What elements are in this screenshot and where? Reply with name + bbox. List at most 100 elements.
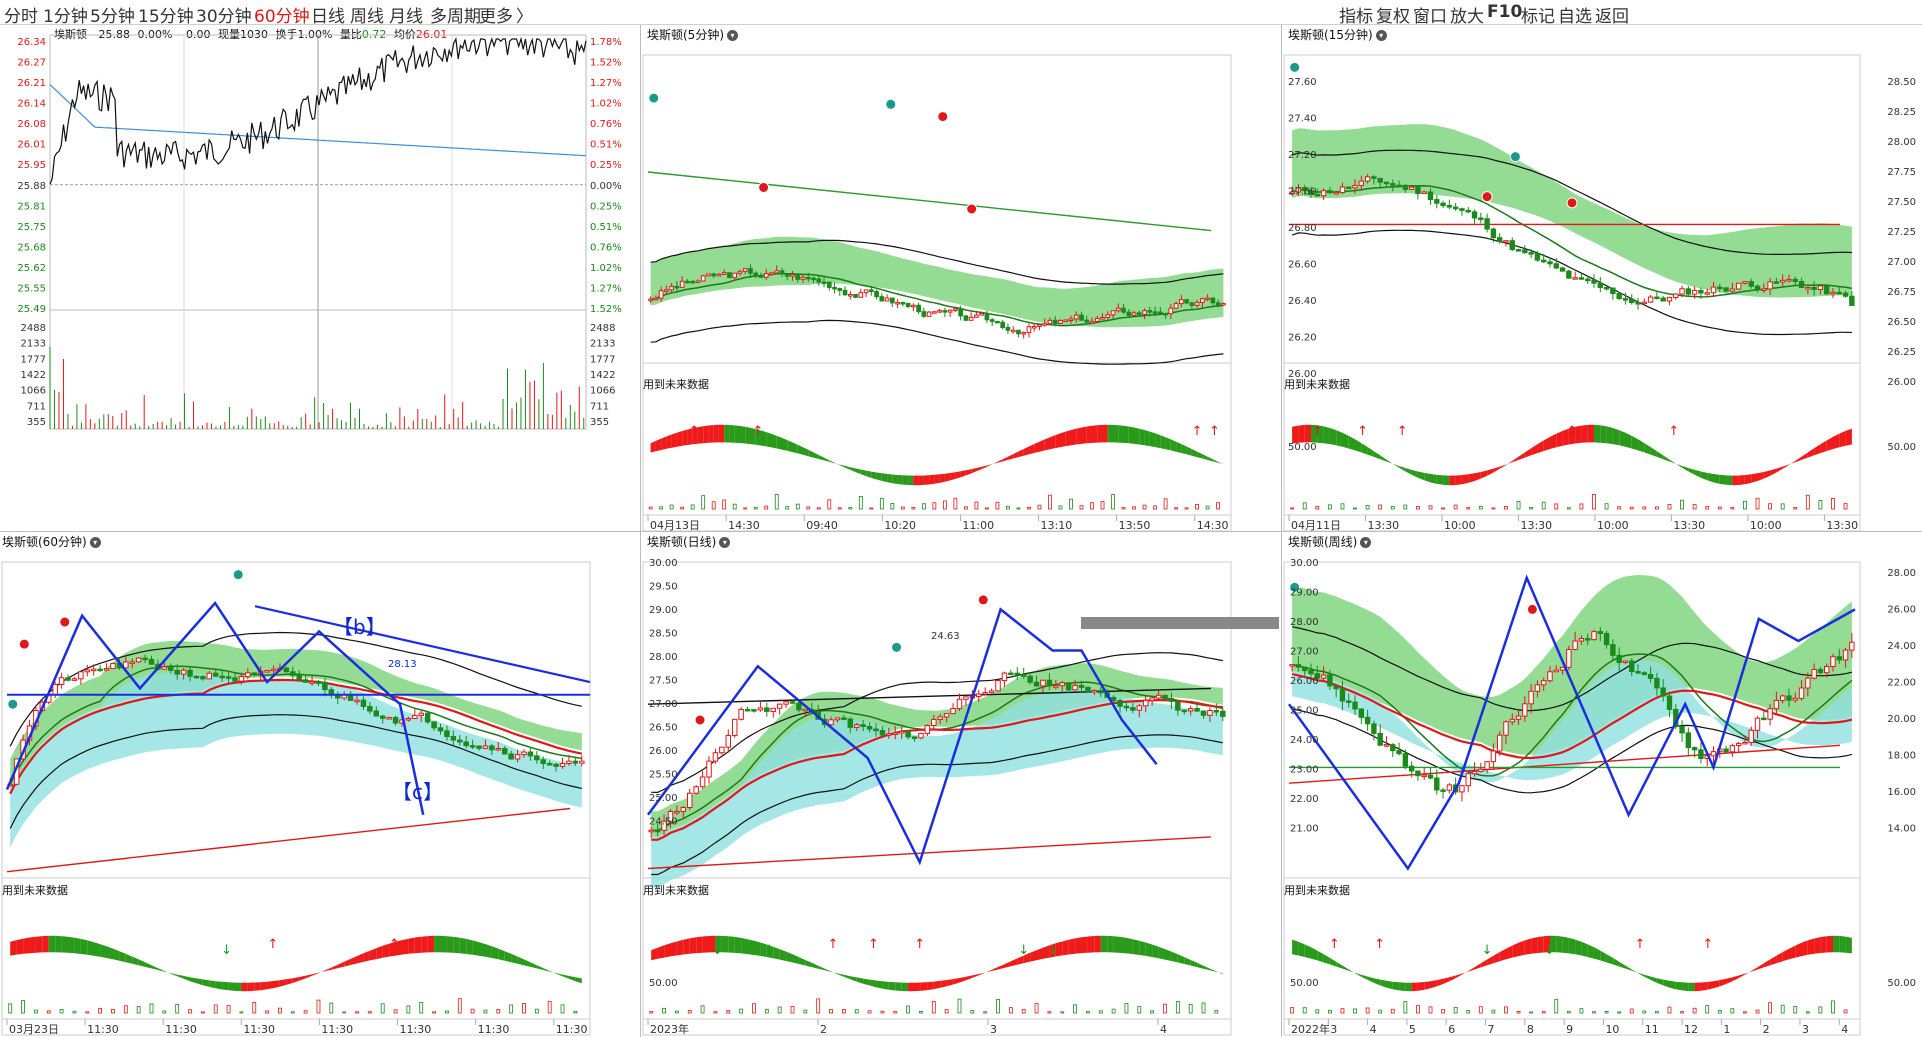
- histogram-bar: [1466, 1010, 1471, 1014]
- candle-body: [995, 680, 1001, 692]
- period-tab-30min[interactable]: 30分钟: [196, 7, 252, 27]
- signal-marker-icon: [758, 181, 770, 193]
- kline-daily-panel[interactable]: 埃斯顿(日线) ▾ ↓ ↓ ↑ ↑ ↑ ↓ ↓ 2023年 2 3 4 30.00 29.50 29.00 2…: [641, 532, 1281, 1037]
- candle-body: [1396, 184, 1402, 188]
- watchlist-button[interactable]: 自选: [1558, 7, 1592, 27]
- oscillator-segment: [697, 426, 704, 444]
- oscillator-segment: [818, 965, 825, 971]
- up-arrow-icon: ↑: [868, 937, 879, 952]
- histogram-bar: [380, 1003, 385, 1014]
- chevron-down-icon[interactable]: ▾: [1375, 30, 1387, 41]
- candle-body: [1471, 771, 1478, 775]
- oscillator-segment: [1675, 981, 1683, 991]
- oscillator-segment: [655, 438, 662, 452]
- oscillator-segment: [670, 941, 677, 957]
- candle-body: [1130, 707, 1136, 711]
- oscillator-segment: [1386, 459, 1393, 464]
- histogram-bar: [869, 507, 874, 510]
- chevron-down-icon[interactable]: ▾: [89, 537, 101, 548]
- histogram-bar: [1365, 1007, 1370, 1014]
- zoom-button[interactable]: 放大: [1450, 7, 1484, 27]
- ma-mid-line: [650, 272, 1224, 327]
- oscillator-segment: [985, 969, 992, 973]
- period-tab-multi[interactable]: 多周期: [430, 7, 481, 27]
- candle-body: [1559, 267, 1566, 272]
- future-data-label-60min: 用到未来数据: [2, 884, 68, 897]
- kline-5min-panel[interactable]: 埃斯顿(5分钟) ▾ ↑ ↑ ↑ ↑ 04月13日 14:30 09:40 10:20 11:00…: [641, 25, 1281, 531]
- histogram-bar: [1163, 498, 1168, 510]
- candle-body: [1585, 638, 1591, 641]
- candle-body: [1710, 751, 1717, 757]
- candle-body: [1079, 314, 1084, 321]
- oscillator-segment: [1656, 978, 1664, 986]
- histogram-bar: [732, 503, 737, 510]
- candle-body: [1805, 677, 1811, 689]
- oscillator-segment: [1081, 936, 1088, 954]
- oscillator-segment: [754, 940, 761, 956]
- candle-body: [1490, 750, 1497, 763]
- oscillator-segment: [369, 948, 377, 961]
- indicator-button[interactable]: 指标: [1339, 7, 1373, 27]
- period-tab-5min[interactable]: 5分钟: [90, 7, 135, 27]
- candle-body: [1553, 263, 1559, 269]
- kline-15min-panel[interactable]: 埃斯顿(15分钟) ▾ ↑ ↑ ↑ ↑ ↑ 04月11日 13:30 10:00 13:30 10:…: [1282, 25, 1922, 531]
- back-button[interactable]: 返回: [1595, 7, 1629, 27]
- period-tab-60min[interactable]: 60分钟: [254, 7, 310, 27]
- period-tab-timeshare[interactable]: 分时: [4, 7, 38, 27]
- more-arrow-icon[interactable]: 〉: [516, 7, 533, 27]
- candle-body: [1073, 314, 1079, 320]
- period-tab-1min[interactable]: 1分钟: [43, 7, 88, 27]
- chevron-down-icon[interactable]: ▾: [727, 30, 738, 41]
- oscillator-segment: [479, 942, 486, 957]
- vol-tick-label: 2133: [21, 339, 46, 350]
- period-tab-more[interactable]: 更多: [479, 7, 513, 27]
- price-tick-label: 27.50: [649, 676, 678, 687]
- price-tick-label: 27.00: [649, 699, 678, 710]
- oscillator-segment: [434, 935, 441, 953]
- oscillator-segment: [1144, 430, 1150, 447]
- period-tab-daily[interactable]: 日线: [311, 7, 345, 27]
- f10-button[interactable]: F10: [1487, 2, 1523, 22]
- oscillator-segment: [1625, 965, 1632, 971]
- kline-weekly-panel[interactable]: 埃斯顿(周线) ▾ ↑ ↑ ↓ ↓ ↑ ↑ 2022年 3 4 5 6 7 8 9 10 11 12 1 2 3 4 30.…: [1282, 532, 1922, 1037]
- oscillator-segment: [1594, 947, 1601, 961]
- histogram-bar: [829, 1009, 833, 1014]
- oscillator-segment: [1556, 430, 1563, 448]
- candle-body: [943, 713, 950, 718]
- oscillator-segment: [1550, 433, 1557, 449]
- oscillator-segment: [1556, 935, 1563, 953]
- oscillator-segment: [1160, 435, 1166, 450]
- candle-body: [1434, 199, 1440, 204]
- candle-body: [1063, 319, 1069, 322]
- oscillator-segment: [779, 949, 787, 961]
- price-tick-label: 25.95: [17, 160, 46, 171]
- candle-body: [1016, 329, 1021, 335]
- price-tick-label: 27.00: [1288, 187, 1317, 198]
- chevron-down-icon[interactable]: ▾: [719, 537, 731, 548]
- histogram-bar: [1153, 505, 1157, 510]
- period-tab-weekly[interactable]: 周线: [350, 7, 384, 27]
- osc-tick-label: 50.00: [1288, 442, 1317, 453]
- histogram-bar: [1340, 1008, 1345, 1014]
- candle-body: [828, 719, 834, 726]
- oscillator-segment: [831, 971, 838, 975]
- oscillator-segment: [1107, 424, 1113, 443]
- chevron-down-icon[interactable]: ▾: [1360, 537, 1372, 548]
- candle-body: [309, 681, 315, 684]
- period-tab-15min[interactable]: 15分钟: [138, 7, 194, 27]
- histogram-bar: [98, 1007, 103, 1014]
- mark-button[interactable]: 标记: [1521, 7, 1555, 27]
- window-button[interactable]: 窗口: [1413, 7, 1447, 27]
- oscillator-segment: [850, 976, 857, 982]
- cyan-ribbon-band: [1292, 660, 1852, 783]
- histogram-bar: [252, 1002, 257, 1014]
- period-tab-monthly[interactable]: 月线: [389, 7, 423, 27]
- oscillator-segment: [1499, 464, 1506, 469]
- intraday-chart-panel[interactable]: 埃斯顿 25.88 0.00% 0.00 现量1030 换手1.00% 量比0.…: [0, 25, 640, 531]
- adjust-button[interactable]: 复权: [1376, 7, 1410, 27]
- kline-60min-panel[interactable]: 埃斯顿(60分钟) ▾ ↓ ↓ ↑ ↑ ↑ 03月23日 11:30 11:30 11:30 11:…: [0, 532, 640, 1037]
- candle-body: [1068, 318, 1074, 321]
- x-axis-label: 03月23日: [9, 1023, 59, 1036]
- price-tick-label: 26.21: [17, 78, 46, 89]
- histogram-bar: [46, 1010, 51, 1014]
